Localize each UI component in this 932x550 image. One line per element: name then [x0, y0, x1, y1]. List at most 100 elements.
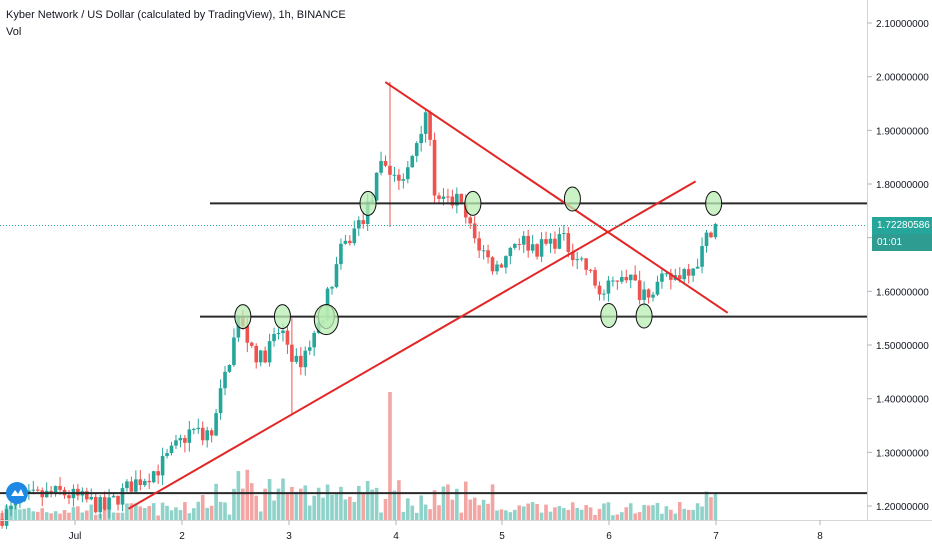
candle-body [200, 427, 205, 441]
volume-bar [664, 506, 669, 520]
candle-body [437, 195, 441, 199]
volume-bar [85, 510, 89, 520]
candle-body [209, 430, 214, 436]
highlight-ellipse[interactable] [464, 190, 482, 216]
candle-body [348, 240, 352, 244]
volume-bar [397, 480, 401, 520]
candle-body [388, 165, 392, 175]
trendline[interactable] [384, 81, 729, 314]
highlight-ellipse[interactable] [273, 304, 291, 330]
volume-bar [263, 488, 267, 520]
volume-bar [432, 490, 437, 520]
highlight-ellipse[interactable] [563, 186, 581, 212]
volume-bar [125, 503, 129, 520]
volume-bar [321, 497, 325, 520]
volume-bar [142, 508, 147, 520]
candle-body [89, 496, 94, 500]
volume-bar [428, 509, 432, 520]
volume-bar [312, 495, 316, 520]
candle-body [597, 285, 602, 295]
chart-title: Kyber Network / US Dollar (calculated by… [6, 9, 346, 21]
volume-bar [361, 493, 366, 520]
candle-body [602, 293, 606, 295]
candle-body [49, 490, 53, 494]
volume-bar [530, 502, 535, 520]
candle-body [245, 325, 250, 343]
candle-body [307, 347, 312, 351]
candle-body [495, 264, 499, 272]
time-axis[interactable]: Jul 2 3 4 5 6 7 8 [0, 520, 932, 542]
volume-bar [272, 500, 276, 520]
volume-bar [423, 504, 428, 520]
candle-body [334, 264, 339, 288]
candle-body [468, 217, 473, 224]
candle-body [192, 429, 196, 431]
candle-body [544, 239, 548, 244]
price-tick-label: 2.00000000 [876, 73, 929, 84]
candle-body [526, 235, 530, 251]
volume-bar [682, 508, 687, 520]
price-tick-label: 1.40000000 [876, 395, 929, 406]
volume-bar [486, 503, 490, 520]
candle-body [392, 174, 397, 176]
candle-body [9, 505, 13, 510]
volume-bar [499, 509, 504, 520]
highlight-ellipse[interactable] [705, 190, 723, 216]
volume-indicator-label[interactable]: Vol [6, 26, 22, 38]
volume-bar [620, 512, 624, 520]
highlight-ellipse[interactable] [313, 304, 339, 336]
volume-bar [410, 505, 415, 520]
candle-body [272, 333, 276, 342]
highlight-ellipse[interactable] [600, 303, 618, 329]
volume-bar [611, 515, 615, 520]
volume-bar [76, 506, 80, 520]
candle-body [93, 496, 98, 513]
candle-body [312, 332, 316, 348]
volume-bars [0, 392, 718, 520]
candle-body [655, 281, 660, 295]
candle-body [125, 481, 129, 489]
volume-bar [570, 502, 575, 520]
trendline[interactable] [128, 180, 697, 510]
candle-body [486, 250, 490, 258]
candle-body [669, 273, 673, 280]
price-axis[interactable]: 2.10000000 2.00000000 1.90000000 1.80000000… [867, 0, 929, 550]
candle-body [174, 440, 178, 446]
candle-body [660, 273, 664, 282]
candle-body [548, 238, 553, 244]
candle-body [120, 488, 125, 505]
candle-body [111, 495, 116, 498]
volume-bar [615, 514, 620, 520]
candle-body [129, 481, 134, 492]
volume-bar [374, 487, 379, 520]
volume-bar [365, 480, 370, 520]
highlight-ellipse[interactable] [359, 190, 377, 216]
volume-bar [535, 504, 539, 520]
volume-bar [316, 487, 321, 520]
candle-body [539, 239, 544, 257]
highlight-ellipse[interactable] [234, 304, 252, 330]
candle-body [566, 233, 571, 252]
highlight-ellipse[interactable] [635, 303, 653, 329]
candle-body [4, 509, 9, 526]
tradingview-logo-icon[interactable] [6, 482, 28, 504]
volume-bar [713, 492, 718, 520]
volume-bar [58, 513, 62, 520]
volume-bar [544, 504, 548, 520]
candle-body [263, 350, 267, 363]
volume-bar [463, 481, 468, 520]
candle-body [419, 133, 423, 144]
volume-bar [40, 508, 45, 520]
price-tick-label: 2.10000000 [876, 19, 929, 30]
candle-body [258, 350, 263, 363]
volume-bar [450, 499, 455, 520]
candle-body [704, 232, 709, 247]
candle-body [664, 273, 669, 275]
volume-bar [116, 512, 120, 520]
volume-bar [584, 505, 588, 520]
volume-bar [192, 508, 196, 520]
candle-body [646, 289, 651, 298]
candle-body [477, 238, 481, 251]
candle-body [557, 234, 562, 249]
